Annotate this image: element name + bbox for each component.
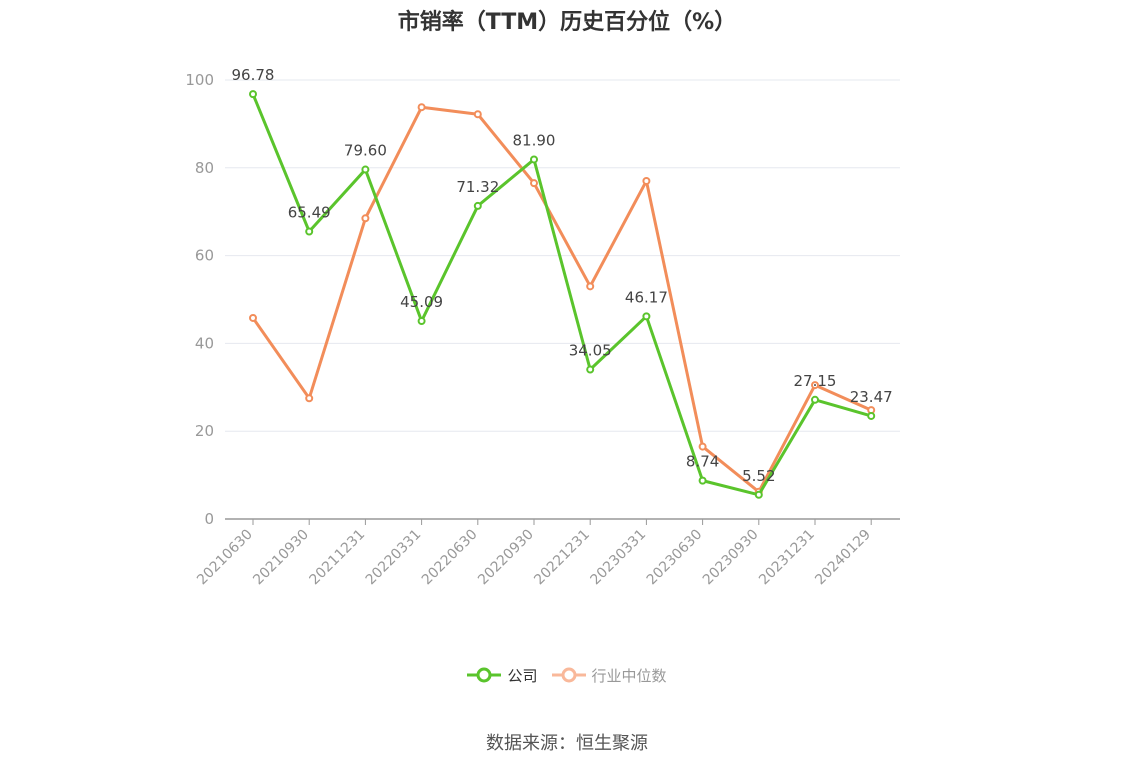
data-label: 71.32 [456, 178, 499, 196]
data-label: 27.15 [794, 372, 837, 390]
data-point-company [305, 227, 314, 236]
data-label: 46.17 [625, 288, 668, 306]
data-label: 79.60 [344, 142, 387, 160]
legend-label-industry-median: 行业中位数 [591, 666, 667, 685]
legend-industry-marker-icon [551, 667, 586, 683]
x-tick-label: 20220331 [363, 527, 425, 589]
data-labels: 96.78 65.49 79.60 45.09 71.32 81.90 34.05 46.17… [232, 66, 893, 485]
y-tick-label: 80 [195, 159, 214, 177]
data-label: 65.49 [288, 203, 331, 221]
series-line-company [251, 93, 872, 497]
x-tick-label: 20230930 [700, 527, 762, 589]
y-tick-label: 100 [185, 71, 214, 89]
y-tick-label: 0 [204, 510, 214, 528]
data-point-company [417, 317, 426, 326]
x-tick-label: 20210930 [250, 527, 312, 589]
data-label: 81.90 [513, 131, 556, 149]
data-label: 8.74 [686, 453, 719, 471]
chart-title: 市销率（TTM）历史百分位（%） [397, 10, 737, 35]
data-point-industry-median [361, 214, 370, 223]
data-label: 5.52 [742, 467, 775, 485]
y-tick-label: 60 [195, 247, 214, 265]
x-tick-label: 20221231 [531, 527, 593, 589]
x-tick-label: 20210630 [194, 527, 256, 589]
data-point-industry-median [417, 103, 426, 112]
x-tick-label: 20231231 [756, 527, 818, 589]
data-point-industry-median [530, 179, 538, 188]
data-point-industry-median [305, 394, 314, 403]
x-tick-label: 20230630 [644, 527, 706, 589]
data-point-company [473, 201, 482, 210]
data-point-company [642, 312, 651, 321]
data-point-company [698, 476, 707, 485]
data-label: 96.78 [232, 66, 275, 84]
legend-company-marker-icon [467, 667, 502, 683]
x-tick-label: 20220930 [475, 527, 537, 589]
y-tick-label: 20 [195, 422, 214, 440]
data-point-company [867, 411, 876, 420]
data-point-industry-median [698, 442, 707, 451]
series-line-industry-median [251, 105, 872, 494]
y-tick-label: 40 [195, 334, 214, 352]
x-tick-label: 20211231 [307, 527, 369, 589]
data-label: 45.09 [400, 293, 443, 311]
legend: 公司 行业中位数 [0, 664, 1134, 686]
data-point-company [530, 155, 538, 164]
legend-label-company: 公司 [507, 666, 538, 685]
x-tick-label: 20230331 [588, 527, 650, 589]
x-tick-label: 20220630 [419, 527, 481, 589]
data-point-company [754, 490, 763, 499]
data-point-industry-median [642, 176, 651, 185]
legend-item-industry-median[interactable]: 行业中位数 [551, 664, 667, 686]
data-point-company [361, 165, 370, 174]
data-label: 23.47 [850, 388, 893, 406]
data-point-industry-median [586, 282, 595, 291]
data-label: 34.05 [569, 342, 612, 360]
legend-item-company[interactable]: 公司 [467, 664, 538, 686]
data-point-industry-median [811, 381, 819, 390]
data-point-company [586, 365, 595, 374]
data-point-industry-median [249, 313, 257, 322]
data-point-company [249, 90, 257, 99]
data-point-industry-median [473, 110, 482, 119]
source-note: 数据来源：恒生聚源 [486, 733, 648, 754]
grid-lines [225, 79, 900, 432]
data-point-company [811, 395, 819, 404]
series-lines [249, 90, 876, 499]
x-tick-label: 20240129 [812, 527, 874, 589]
